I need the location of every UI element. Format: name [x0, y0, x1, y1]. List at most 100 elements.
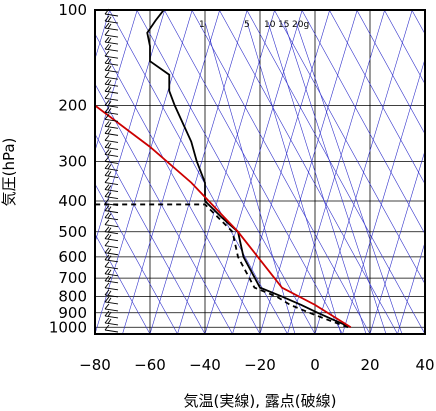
wind-barb-staff — [104, 252, 119, 256]
y-tick-label: 1000 — [49, 318, 87, 336]
dry-adiabat — [95, 233, 151, 334]
wind-barb-flag — [104, 15, 110, 22]
dry-adiabat — [301, 10, 425, 235]
wind-barb-flag — [107, 150, 112, 156]
wind-barb-flag — [107, 269, 112, 275]
dry-adiabat — [384, 10, 425, 85]
wind-barb — [104, 212, 119, 221]
wind-barb-flag — [107, 58, 112, 64]
wind-barb-flag — [107, 44, 112, 50]
wind-barb — [104, 219, 119, 228]
wind-barb-flag — [104, 282, 110, 289]
skewed-isotherm — [369, 149, 425, 334]
mixing-ratio-label: 15 — [278, 20, 289, 30]
wind-barb-flag — [104, 36, 110, 43]
mixing-ratio-line — [283, 21, 387, 334]
mixing-ratio-line — [295, 21, 403, 334]
wind-barb-flag — [104, 156, 110, 162]
wind-barb-flag — [104, 50, 110, 57]
wind-barb — [104, 36, 119, 45]
wind-barb-staff — [104, 315, 119, 319]
wind-barb-staff — [104, 168, 119, 171]
x-axis-title: 気温(実線), 露点(破線) — [184, 392, 337, 410]
wind-barb-flag — [107, 227, 112, 233]
wind-barb-flag — [104, 43, 110, 50]
dry-adiabat — [329, 10, 425, 185]
wind-barb-staff — [104, 118, 119, 122]
mixing-ratio-line — [246, 21, 342, 334]
x-tick-label: −20 — [244, 356, 276, 374]
wind-barb-flag — [107, 311, 112, 317]
x-tick-label: −80 — [79, 356, 111, 374]
wind-barb — [104, 100, 119, 108]
dry-adiabat — [246, 10, 425, 334]
wind-barb — [104, 233, 119, 242]
wind-barb — [104, 107, 119, 115]
wind-barb-flag — [107, 16, 112, 22]
wind-barb-flag — [104, 114, 110, 120]
dry-adiabat — [274, 10, 425, 285]
wind-barb-flag — [104, 205, 110, 211]
wind-barb-staff — [104, 146, 119, 150]
wind-barb — [104, 310, 119, 319]
wind-barb-flag — [107, 108, 112, 114]
wind-barb-staff — [104, 20, 119, 24]
wind-barb-flag — [107, 164, 112, 170]
wind-barb-staff — [104, 287, 119, 291]
wind-barb — [104, 289, 119, 298]
wind-barb-flag — [104, 324, 110, 331]
y-tick-label: 100 — [58, 1, 87, 19]
wind-barb — [104, 226, 119, 235]
wind-barb — [104, 261, 119, 270]
wind-barb-flag — [104, 107, 110, 113]
wind-barb-flag — [107, 23, 112, 29]
wind-barb-flag — [104, 78, 110, 85]
wind-barb-flag — [107, 206, 112, 212]
wind-barb — [104, 205, 119, 214]
wind-barb — [104, 57, 119, 66]
wind-barb-flag — [104, 121, 110, 127]
wind-barb — [104, 142, 119, 150]
wind-barb — [104, 149, 119, 157]
wind-barb-staff — [104, 273, 119, 277]
wind-barb-flag — [104, 170, 110, 176]
wind-barb-staff — [104, 238, 119, 242]
wind-barb-flag — [107, 65, 112, 71]
wind-barb-flag — [104, 191, 110, 197]
mixing-ratio-label: 5 — [244, 20, 250, 30]
wind-barb-flag — [104, 29, 110, 36]
wind-barb-flag — [104, 317, 110, 324]
wind-barb — [104, 240, 119, 249]
wind-barb-flag — [104, 303, 110, 310]
grid-layer — [95, 10, 425, 334]
skewed-isotherm — [397, 241, 425, 334]
wind-barb-staff — [104, 111, 119, 115]
wind-barb — [104, 177, 119, 185]
wind-barb-flag — [107, 37, 112, 43]
dry-adiabat — [95, 83, 233, 334]
wind-barb — [104, 121, 119, 129]
wind-barb-flag — [104, 289, 110, 296]
wind-barb-staff — [104, 322, 119, 326]
wind-barb — [104, 135, 119, 143]
wind-barb — [104, 15, 119, 24]
wind-barb-staff — [104, 175, 119, 178]
mixing-ratio-line — [267, 21, 367, 334]
wind-barb — [104, 317, 119, 326]
wind-barb-flag — [104, 268, 110, 275]
wind-barb-flag — [104, 64, 110, 71]
wind-barb-staff — [104, 48, 119, 52]
wind-barb-staff — [104, 189, 119, 193]
wind-barb-flag — [107, 143, 112, 149]
wind-barb — [104, 170, 119, 178]
wind-barb-flag — [104, 212, 110, 218]
wind-barb-staff — [104, 203, 119, 207]
dry-adiabat — [191, 10, 371, 334]
wind-barb-flag — [107, 101, 112, 107]
wind-barb-flag — [104, 142, 110, 148]
wind-barb-staff — [104, 90, 119, 94]
wind-barb — [104, 254, 119, 263]
wind-barb — [104, 282, 119, 291]
wind-barb-staff — [104, 104, 119, 108]
